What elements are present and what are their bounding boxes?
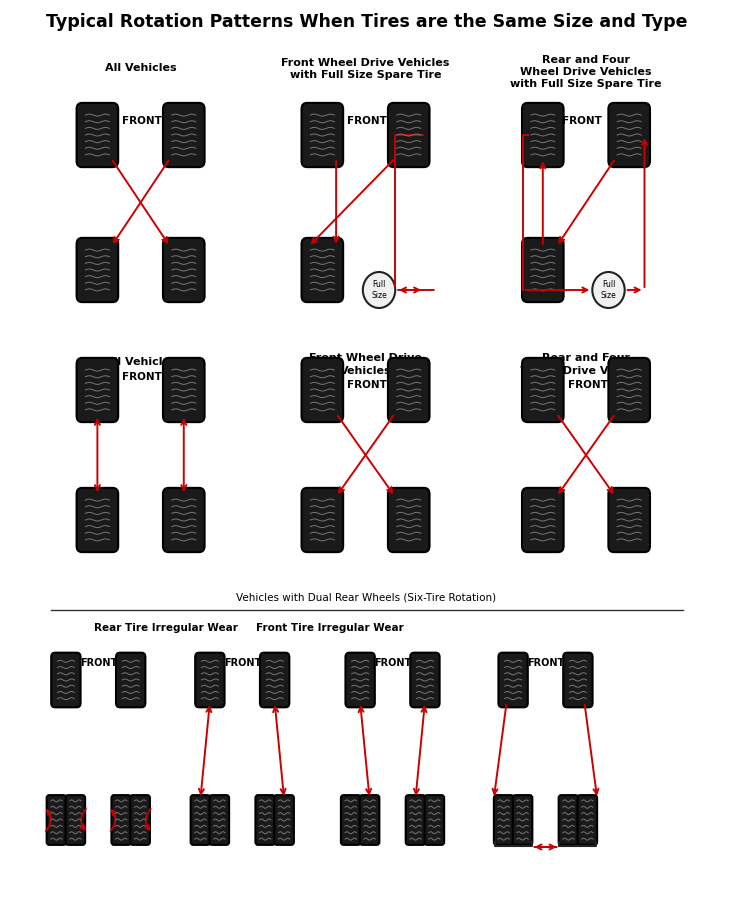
Text: FRONT: FRONT xyxy=(122,372,162,382)
Text: Rear Tire Irregular Wear: Rear Tire Irregular Wear xyxy=(94,623,237,633)
Circle shape xyxy=(592,272,625,308)
FancyBboxPatch shape xyxy=(578,795,597,845)
FancyBboxPatch shape xyxy=(65,795,85,845)
Text: FRONT: FRONT xyxy=(80,658,117,668)
FancyBboxPatch shape xyxy=(388,488,430,552)
Text: Full
Size: Full Size xyxy=(371,280,387,300)
Text: FRONT: FRONT xyxy=(568,380,608,390)
FancyBboxPatch shape xyxy=(116,652,145,707)
Text: FRONT: FRONT xyxy=(224,658,261,668)
FancyBboxPatch shape xyxy=(388,103,430,167)
FancyBboxPatch shape xyxy=(163,238,205,302)
Text: FRONT: FRONT xyxy=(347,116,387,126)
FancyBboxPatch shape xyxy=(195,652,224,707)
Text: Wheel Drive Vehicles: Wheel Drive Vehicles xyxy=(520,67,652,77)
FancyBboxPatch shape xyxy=(163,358,205,422)
Text: Vehicles: Vehicles xyxy=(339,366,391,376)
FancyBboxPatch shape xyxy=(410,652,440,707)
FancyBboxPatch shape xyxy=(47,795,66,845)
FancyBboxPatch shape xyxy=(563,652,592,707)
FancyBboxPatch shape xyxy=(76,358,118,422)
FancyBboxPatch shape xyxy=(76,238,118,302)
Text: Rear and Four: Rear and Four xyxy=(542,55,630,65)
FancyBboxPatch shape xyxy=(301,103,343,167)
FancyBboxPatch shape xyxy=(301,488,343,552)
FancyBboxPatch shape xyxy=(424,795,444,845)
Text: Front Wheel Drive: Front Wheel Drive xyxy=(309,353,422,363)
FancyBboxPatch shape xyxy=(360,795,380,845)
FancyBboxPatch shape xyxy=(498,652,528,707)
FancyBboxPatch shape xyxy=(191,795,210,845)
FancyBboxPatch shape xyxy=(513,795,532,845)
FancyBboxPatch shape xyxy=(345,652,375,707)
FancyBboxPatch shape xyxy=(274,795,294,845)
FancyBboxPatch shape xyxy=(522,103,564,167)
FancyBboxPatch shape xyxy=(608,358,650,422)
Text: FRONT: FRONT xyxy=(374,658,411,668)
FancyBboxPatch shape xyxy=(76,488,118,552)
FancyBboxPatch shape xyxy=(76,103,118,167)
Text: Vehicles with Dual Rear Wheels (Six-Tire Rotation): Vehicles with Dual Rear Wheels (Six-Tire… xyxy=(236,593,496,603)
Text: with Full Size Spare Tire: with Full Size Spare Tire xyxy=(510,79,662,89)
FancyBboxPatch shape xyxy=(341,795,361,845)
Text: Wheel Drive Vehicles: Wheel Drive Vehicles xyxy=(520,366,652,376)
FancyBboxPatch shape xyxy=(494,795,513,845)
Text: Front Tire Irregular Wear: Front Tire Irregular Wear xyxy=(256,623,403,633)
Text: FRONT: FRONT xyxy=(561,116,602,126)
FancyBboxPatch shape xyxy=(255,795,275,845)
FancyBboxPatch shape xyxy=(522,488,564,552)
FancyBboxPatch shape xyxy=(163,488,205,552)
Circle shape xyxy=(363,272,395,308)
FancyBboxPatch shape xyxy=(51,652,81,707)
Text: All Vehicles: All Vehicles xyxy=(105,63,177,73)
FancyBboxPatch shape xyxy=(130,795,150,845)
Text: All Vehicles: All Vehicles xyxy=(105,357,177,367)
FancyBboxPatch shape xyxy=(388,358,430,422)
FancyBboxPatch shape xyxy=(522,358,564,422)
Text: with Full Size Spare Tire: with Full Size Spare Tire xyxy=(290,70,441,80)
FancyBboxPatch shape xyxy=(405,795,425,845)
Text: Full
Size: Full Size xyxy=(600,280,616,300)
FancyBboxPatch shape xyxy=(210,795,229,845)
FancyBboxPatch shape xyxy=(608,488,650,552)
FancyBboxPatch shape xyxy=(522,238,564,302)
Text: Typical Rotation Patterns When Tires are the Same Size and Type: Typical Rotation Patterns When Tires are… xyxy=(45,13,688,31)
Text: Front Wheel Drive Vehicles: Front Wheel Drive Vehicles xyxy=(281,58,450,68)
Text: FRONT: FRONT xyxy=(527,658,564,668)
FancyBboxPatch shape xyxy=(301,238,343,302)
Text: FRONT: FRONT xyxy=(122,116,162,126)
FancyBboxPatch shape xyxy=(163,103,205,167)
Text: Rear and Four: Rear and Four xyxy=(542,353,630,363)
Text: FRONT: FRONT xyxy=(347,380,387,390)
FancyBboxPatch shape xyxy=(260,652,290,707)
FancyBboxPatch shape xyxy=(608,103,650,167)
FancyBboxPatch shape xyxy=(301,358,343,422)
FancyBboxPatch shape xyxy=(559,795,578,845)
FancyBboxPatch shape xyxy=(111,795,131,845)
